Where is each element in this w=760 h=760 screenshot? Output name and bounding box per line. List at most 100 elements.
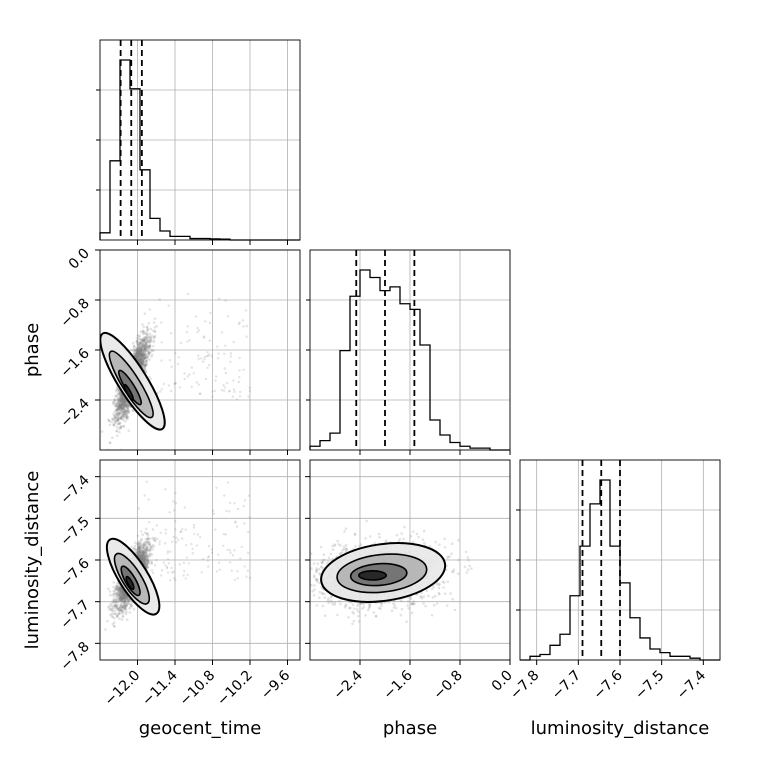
- scatter-point: [149, 547, 153, 550]
- scatter-point: [113, 415, 117, 419]
- scatter-point: [138, 360, 142, 364]
- scatter-point: [117, 403, 121, 407]
- scatter-point: [115, 400, 119, 404]
- scatter-point: [125, 605, 129, 608]
- scatter-point: [136, 355, 140, 359]
- scatter-point: [132, 345, 136, 348]
- scatter-point: [120, 399, 123, 403]
- scatter-point: [119, 415, 123, 419]
- scatter-point: [128, 410, 131, 414]
- scatter-point: [139, 341, 142, 344]
- scatter-point: [141, 557, 145, 561]
- scatter-point: [160, 388, 163, 391]
- scatter-point: [142, 541, 146, 545]
- scatter-point: [143, 353, 147, 357]
- scatter-point: [145, 330, 149, 333]
- scatter-point: [136, 534, 140, 537]
- scatter-point: [139, 347, 143, 351]
- scatter-point: [115, 600, 119, 604]
- scatter-point: [140, 557, 144, 561]
- scatter-point: [119, 408, 122, 411]
- scatter-point: [145, 560, 148, 563]
- scatter-point: [186, 292, 190, 296]
- scatter-point: [137, 553, 141, 556]
- scatter-point: [124, 607, 127, 611]
- scatter-point: [233, 390, 236, 393]
- scatter-point: [122, 598, 125, 602]
- scatter-point: [123, 403, 127, 406]
- scatter-point: [144, 361, 148, 364]
- scatter-point: [126, 404, 129, 408]
- scatter-point: [141, 355, 145, 359]
- scatter-point: [118, 391, 122, 395]
- scatter-point: [145, 349, 148, 353]
- scatter-point: [138, 341, 142, 345]
- scatter-point: [118, 396, 122, 400]
- scatter-point: [123, 593, 127, 597]
- scatter-point: [137, 352, 141, 356]
- scatter-point: [139, 357, 142, 361]
- scatter-point: [112, 598, 116, 602]
- scatter-point: [123, 401, 126, 405]
- scatter-point: [152, 335, 156, 339]
- scatter-point: [137, 355, 141, 358]
- scatter-point: [145, 548, 149, 551]
- scatter-point: [146, 534, 150, 537]
- scatter-point: [137, 352, 141, 356]
- scatter-point: [190, 366, 193, 369]
- scatter-point: [137, 345, 141, 349]
- scatter-point: [113, 604, 117, 608]
- scatter-point: [118, 398, 122, 402]
- scatter-point: [137, 548, 141, 552]
- scatter-point: [141, 560, 145, 564]
- scatter-point: [113, 621, 116, 624]
- scatter-point: [140, 552, 144, 555]
- scatter-point: [186, 375, 189, 378]
- scatter-point: [140, 353, 143, 357]
- scatter-point: [108, 590, 112, 593]
- scatter-point: [119, 393, 123, 396]
- scatter-point: [122, 398, 126, 402]
- scatter-point: [127, 404, 130, 408]
- scatter-point: [186, 340, 189, 343]
- scatter-point: [231, 395, 235, 398]
- scatter-point: [140, 348, 143, 352]
- scatter-point: [135, 350, 139, 354]
- scatter-point: [143, 558, 146, 562]
- scatter-point: [124, 412, 128, 416]
- scatter-point: [122, 400, 126, 403]
- scatter-point: [117, 407, 120, 411]
- scatter-point: [142, 350, 145, 354]
- scatter-point: [154, 539, 157, 543]
- scatter-point: [114, 394, 117, 398]
- scatter-point: [138, 359, 141, 362]
- scatter-point: [152, 344, 155, 348]
- scatter-point: [147, 344, 151, 348]
- scatter-point: [144, 365, 147, 368]
- scatter-point: [121, 415, 124, 419]
- scatter-point: [140, 342, 143, 346]
- scatter-point: [124, 600, 128, 604]
- scatter-point: [136, 340, 140, 343]
- scatter-point: [114, 587, 118, 590]
- scatter-point: [139, 353, 143, 357]
- scatter-point: [140, 357, 144, 361]
- scatter-point: [140, 344, 143, 347]
- scatter-point: [112, 424, 116, 427]
- scatter-point: [146, 549, 149, 553]
- scatter-point: [133, 349, 136, 353]
- scatter-point: [122, 404, 126, 408]
- scatter-point: [126, 404, 130, 408]
- scatter-point: [122, 402, 125, 406]
- scatter-point: [134, 354, 138, 357]
- scatter-point: [127, 602, 130, 605]
- scatter-point: [138, 360, 142, 363]
- scatter-point: [115, 588, 119, 591]
- scatter-point: [120, 406, 123, 410]
- scatter-point: [147, 322, 150, 325]
- scatter-point: [150, 339, 153, 343]
- scatter-point: [146, 349, 149, 353]
- scatter-point: [143, 363, 146, 366]
- scatter-point: [123, 592, 127, 596]
- scatter-point: [142, 358, 145, 362]
